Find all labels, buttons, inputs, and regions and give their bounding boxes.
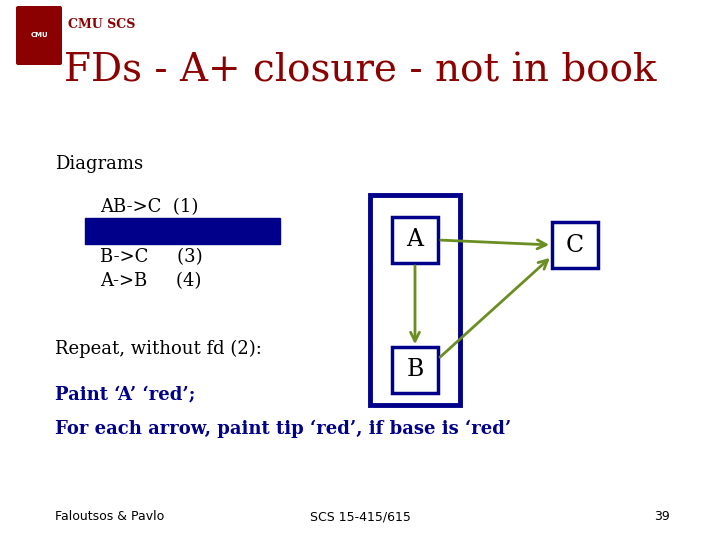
Text: C: C bbox=[566, 233, 584, 256]
Bar bbox=[392, 347, 438, 393]
Text: B: B bbox=[406, 359, 423, 381]
Text: 39: 39 bbox=[654, 510, 670, 523]
Text: A: A bbox=[407, 228, 423, 252]
Text: B->C     (3): B->C (3) bbox=[100, 248, 202, 266]
Text: AB->C  (1): AB->C (1) bbox=[100, 198, 199, 216]
Text: SCS 15-415/615: SCS 15-415/615 bbox=[310, 510, 410, 523]
Text: CMU SCS: CMU SCS bbox=[68, 18, 135, 31]
Text: Diagrams: Diagrams bbox=[55, 155, 143, 173]
Bar bbox=[552, 222, 598, 268]
Text: Paint ‘A’ ‘red’;: Paint ‘A’ ‘red’; bbox=[55, 385, 195, 403]
Bar bbox=[370, 195, 460, 405]
Text: FDs - A+ closure - not in book: FDs - A+ closure - not in book bbox=[64, 52, 656, 89]
Bar bbox=[392, 217, 438, 263]
Text: Faloutsos & Pavlo: Faloutsos & Pavlo bbox=[55, 510, 164, 523]
Text: CMU: CMU bbox=[30, 32, 48, 38]
Bar bbox=[85, 218, 280, 244]
FancyBboxPatch shape bbox=[16, 6, 62, 65]
Text: Repeat, without fd (2):: Repeat, without fd (2): bbox=[55, 340, 262, 358]
Text: For each arrow, paint tip ‘red’, if base is ‘red’: For each arrow, paint tip ‘red’, if base… bbox=[55, 420, 511, 438]
Text: A->B     (4): A->B (4) bbox=[100, 272, 202, 290]
